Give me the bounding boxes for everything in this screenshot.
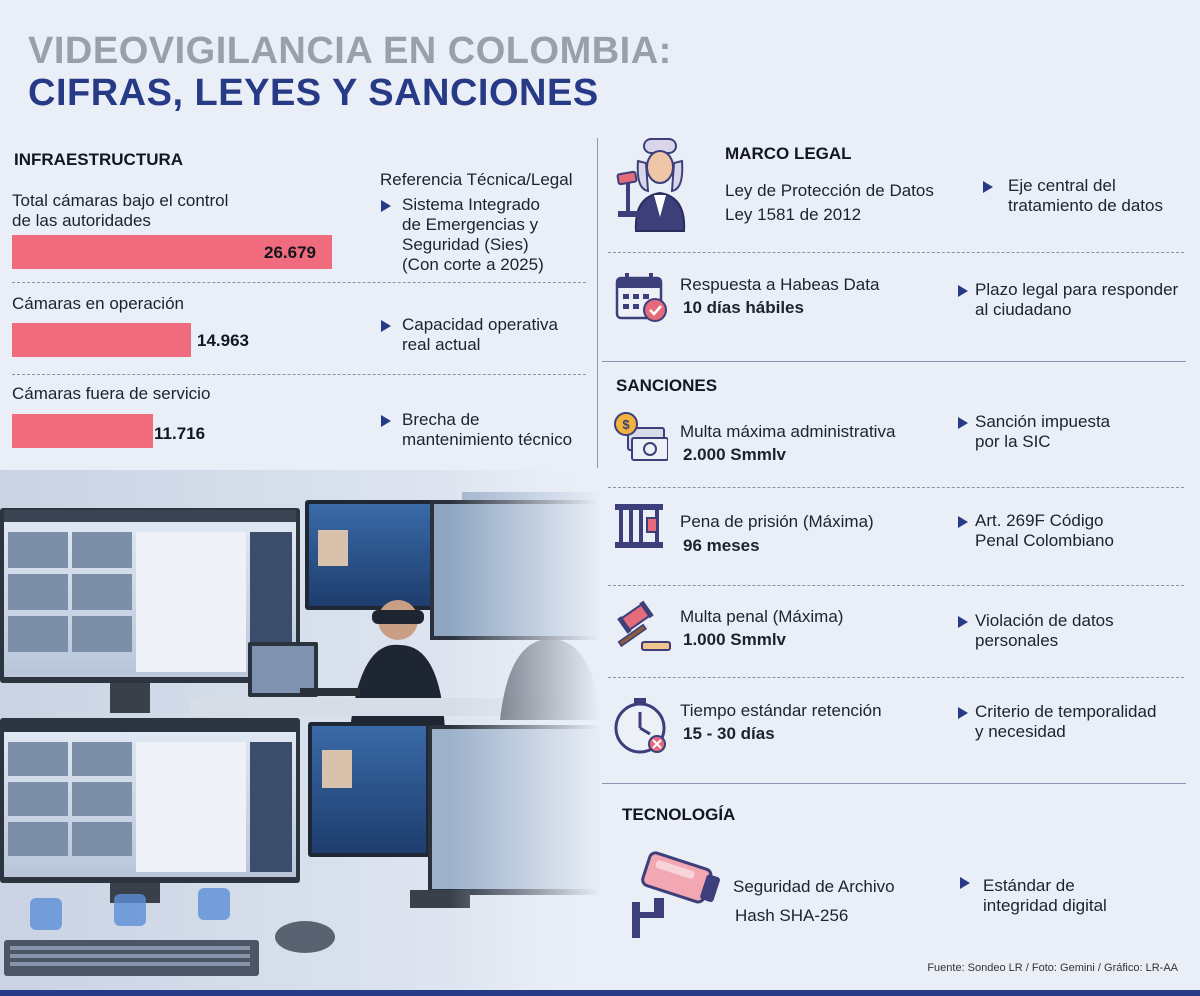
bullet-triangle-icon bbox=[381, 415, 391, 427]
sancion-value: 2.000 Smmlv bbox=[683, 445, 787, 464]
marco-value: Ley 1581 de 2012 bbox=[725, 205, 862, 224]
control-room-photo bbox=[0, 470, 600, 990]
bar-value: 26.679 bbox=[264, 243, 316, 262]
prison-bars-icon bbox=[613, 502, 665, 555]
bottom-bar bbox=[0, 990, 1200, 996]
bullet-triangle-icon bbox=[381, 200, 391, 212]
infra-label: Cámaras fuera de servicio bbox=[12, 384, 211, 403]
divider bbox=[608, 252, 1184, 253]
bar-total-camaras bbox=[12, 235, 332, 269]
bullet-triangle-icon bbox=[958, 417, 968, 429]
infraestructura-heading: INFRAESTRUCTURA bbox=[14, 150, 184, 169]
tecnologia-label: Seguridad de Archivo bbox=[733, 877, 895, 896]
column-divider bbox=[597, 138, 598, 468]
marco-label: Respuesta a Habeas Data bbox=[680, 275, 880, 294]
marco-note: Plazo legal para responder al ciudadano bbox=[975, 280, 1179, 319]
calendar-check-icon bbox=[613, 270, 669, 329]
divider bbox=[12, 282, 586, 283]
sancion-label: Pena de prisión (Máxima) bbox=[680, 512, 874, 531]
sancion-note: Sanción impuesta por la SIC bbox=[975, 412, 1111, 451]
bullet-triangle-icon bbox=[983, 181, 993, 193]
tecnologia-note: Estándar de integridad digital bbox=[983, 876, 1107, 915]
reference-heading: Referencia Técnica/Legal bbox=[380, 170, 573, 189]
divider bbox=[608, 677, 1184, 678]
sancion-label: Tiempo estándar retención bbox=[680, 701, 882, 720]
security-camera-icon bbox=[624, 846, 724, 951]
bar-camaras-fuera-servicio bbox=[12, 414, 153, 448]
tecnologia-heading: TECNOLOGÍA bbox=[622, 805, 736, 824]
sancion-label: Multa penal (Máxima) bbox=[680, 607, 844, 626]
money-icon: $ bbox=[612, 410, 669, 469]
bar-value: 11.716 bbox=[154, 424, 206, 443]
infra-note: Brecha de mantenimiento técnico bbox=[402, 410, 573, 449]
bullet-triangle-icon bbox=[958, 616, 968, 628]
sancion-note: Criterio de temporalidad y necesidad bbox=[975, 702, 1157, 741]
sancion-value: 96 meses bbox=[683, 536, 760, 555]
bullet-triangle-icon bbox=[960, 877, 970, 889]
section-rule bbox=[602, 783, 1186, 784]
marco-value: 10 días hábiles bbox=[683, 298, 804, 317]
bar-value: 14.963 bbox=[197, 331, 249, 350]
sanciones-heading: SANCIONES bbox=[616, 376, 718, 395]
clock-icon bbox=[612, 696, 670, 761]
infra-label: Cámaras en operación bbox=[12, 294, 184, 313]
bullet-triangle-icon bbox=[958, 516, 968, 528]
sancion-value: 1.000 Smmlv bbox=[683, 630, 787, 649]
gavel-icon bbox=[612, 598, 672, 661]
marco-label: Ley de Protección de Datos bbox=[725, 181, 934, 200]
sancion-label: Multa máxima administrativa bbox=[680, 422, 896, 441]
bar-camaras-operacion bbox=[12, 323, 191, 357]
divider bbox=[608, 487, 1184, 488]
sancion-note: Art. 269F Código Penal Colombiano bbox=[975, 511, 1114, 550]
sancion-note: Violación de datos personales bbox=[975, 611, 1114, 650]
infra-note: Sistema Integrado de Emergencias y Segur… bbox=[402, 195, 544, 274]
sancion-value: 15 - 30 días bbox=[683, 724, 775, 743]
bullet-triangle-icon bbox=[381, 320, 391, 332]
tecnologia-value: Hash SHA-256 bbox=[735, 906, 849, 925]
bullet-triangle-icon bbox=[958, 707, 968, 719]
svg-text:$: $ bbox=[622, 417, 630, 432]
title-line-1: VIDEOVIGILANCIA EN COLOMBIA: bbox=[28, 30, 672, 72]
infra-label: Total cámaras bajo el control de las aut… bbox=[12, 191, 229, 230]
judge-icon bbox=[614, 133, 706, 238]
marco-note: Eje central del tratamiento de datos bbox=[1008, 176, 1163, 215]
bullet-triangle-icon bbox=[958, 285, 968, 297]
infra-note: Capacidad operativa real actual bbox=[402, 315, 558, 354]
marco-legal-heading: MARCO LEGAL bbox=[725, 144, 852, 163]
divider bbox=[12, 374, 586, 375]
title-line-2: CIFRAS, LEYES Y SANCIONES bbox=[28, 72, 599, 114]
source-credit: Fuente: Sondeo LR / Foto: Gemini / Gráfi… bbox=[927, 962, 1178, 974]
section-rule bbox=[602, 361, 1186, 362]
divider bbox=[608, 585, 1184, 586]
